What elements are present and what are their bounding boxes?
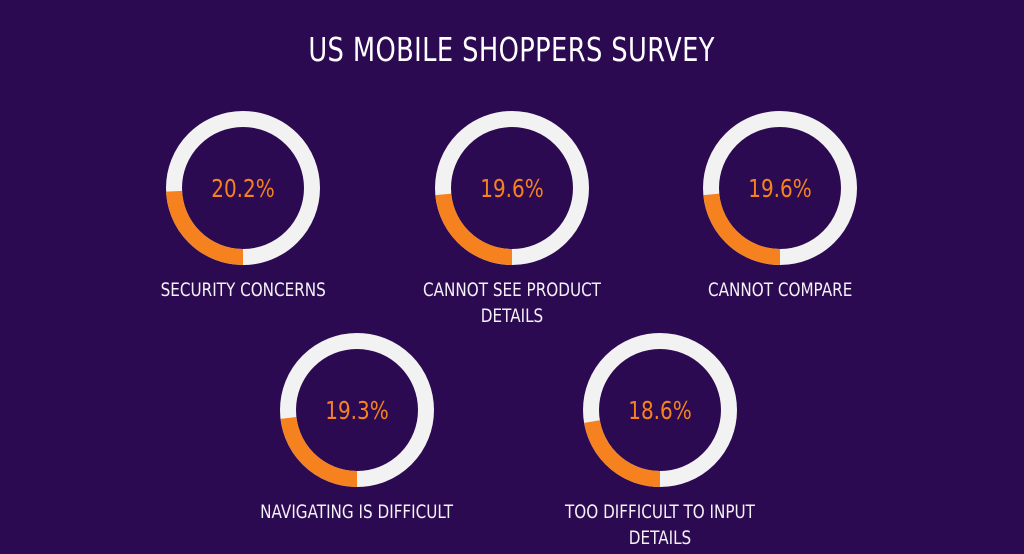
donut-value-arc: [703, 193, 781, 265]
donut-0: 20.2%: [166, 111, 320, 265]
donut-category-label: CANNOT SEE PRODUCT DETAILS: [382, 277, 642, 329]
chart-title-text: US MOBILE SHOPPERS SURVEY: [308, 30, 716, 69]
donut-value-label: 20.2%: [211, 175, 274, 204]
donut-category-label: TOO DIFFICULT TO INPUT DETAILS: [510, 499, 810, 551]
donut-3: 19.3%: [280, 333, 434, 487]
donut-value-label: 18.6%: [628, 397, 691, 426]
donut-category-text: TOO DIFFICULT TO INPUT DETAILS: [565, 501, 755, 549]
donut-category-text: CANNOT SEE PRODUCT DETAILS: [423, 279, 601, 327]
donut-2: 19.6%: [703, 111, 857, 265]
donut-category-text: SECURITY CONCERNS: [160, 279, 326, 301]
donut-value-arc: [435, 193, 513, 265]
donut-category-label: CANNOT COMPARE: [650, 277, 910, 303]
donut-value-arc: [584, 419, 661, 487]
donut-category-text: NAVIGATING IS DIFFICULT: [260, 501, 454, 523]
donut-category-label: NAVIGATING IS DIFFICULT: [217, 499, 497, 525]
donut-1: 19.6%: [435, 111, 589, 265]
donut-value-arc: [166, 190, 244, 265]
donut-category-label: SECURITY CONCERNS: [103, 277, 383, 303]
donut-category-text: CANNOT COMPARE: [707, 279, 853, 301]
donut-value-label: 19.3%: [325, 397, 388, 426]
donut-4: 18.6%: [583, 333, 737, 487]
donut-value-label: 19.6%: [480, 175, 543, 204]
donut-value-arc: [280, 416, 358, 487]
donut-value-label: 19.6%: [748, 175, 811, 204]
chart-title: US MOBILE SHOPPERS SURVEY: [0, 30, 1024, 69]
